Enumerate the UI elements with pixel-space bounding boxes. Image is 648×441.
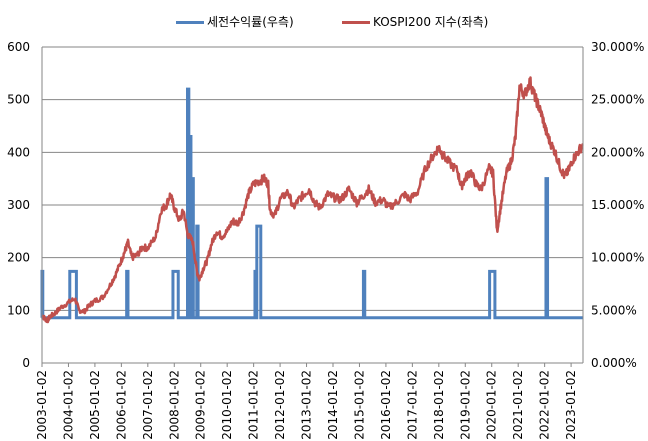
legend-label-kospi: KOSPI200 지수(좌측) — [373, 15, 489, 29]
series-yield — [40, 87, 583, 320]
y-left-tick-label: 300 — [7, 198, 30, 212]
legend-label-yield: 세전수익률(우측) — [207, 15, 294, 29]
y-right-tick-label: 15.000% — [591, 198, 644, 212]
x-tick-label: 2003-01-02 — [35, 370, 49, 440]
x-tick-label: 2021-01-02 — [511, 370, 525, 440]
legend-swatch-kospi — [342, 21, 370, 24]
x-tick-label: 2019-01-02 — [458, 370, 472, 440]
x-tick-label: 2009-01-02 — [194, 370, 208, 440]
legend-item-yield: 세전수익률(우측) — [176, 12, 294, 32]
legend: 세전수익률(우측) KOSPI200 지수(좌측) — [0, 12, 648, 32]
x-tick-label: 2006-01-02 — [114, 370, 128, 440]
x-tick-label: 2012-01-02 — [273, 370, 287, 440]
x-tick-label: 2013-01-02 — [300, 370, 314, 440]
x-tick-label: 2016-01-02 — [379, 370, 393, 440]
x-tick-label: 2015-01-02 — [352, 370, 366, 440]
x-axis-labels: 2003-01-02 2004-01-02 2005-01-02 2006-01-02… — [35, 370, 578, 440]
legend-swatch-yield — [176, 21, 204, 24]
legend-item-kospi: KOSPI200 지수(좌측) — [342, 12, 488, 32]
y-left-tick-label: 400 — [7, 145, 30, 159]
x-tick-label: 2005-01-02 — [88, 370, 102, 440]
y-right-tick-label: 30.000% — [591, 40, 644, 54]
x-tick-label: 2023-01-02 — [564, 370, 578, 440]
y-axis-left-labels: 0 100 200 300 400 500 600 — [7, 40, 30, 370]
x-tick-label: 2014-01-02 — [326, 370, 340, 440]
y-right-tick-label: 20.000% — [591, 145, 644, 159]
y-right-tick-label: 25.000% — [591, 93, 644, 107]
yield-line — [40, 87, 583, 320]
x-tick-label: 2011-01-02 — [247, 370, 261, 440]
y-right-tick-label: 0.000% — [591, 356, 637, 370]
y-left-tick-label: 200 — [7, 251, 30, 265]
y-right-tick-label: 5.000% — [591, 303, 637, 317]
x-tick-label: 2008-01-02 — [167, 370, 181, 440]
x-tick-label: 2022-01-02 — [538, 370, 552, 440]
y-left-tick-label: 100 — [7, 303, 30, 317]
y-left-tick-label: 600 — [7, 40, 30, 54]
x-tick-label: 2004-01-02 — [61, 370, 75, 440]
y-axis-right-labels: 0.000% 5.000% 10.000% 15.000% 20.000% 25.000%… — [591, 40, 644, 370]
x-tick-label: 2007-01-02 — [141, 370, 155, 440]
series-kospi — [41, 76, 584, 324]
axes — [41, 47, 584, 367]
x-tick-label: 2020-01-02 — [485, 370, 499, 440]
y-left-tick-label: 500 — [7, 93, 30, 107]
kospi-line — [41, 76, 584, 324]
x-tick-label: 2010-01-02 — [220, 370, 234, 440]
x-tick-label: 2018-01-02 — [432, 370, 446, 440]
y-right-tick-label: 10.000% — [591, 251, 644, 265]
y-left-tick-label: 0 — [22, 356, 30, 370]
x-tick-label: 2017-01-02 — [405, 370, 419, 440]
